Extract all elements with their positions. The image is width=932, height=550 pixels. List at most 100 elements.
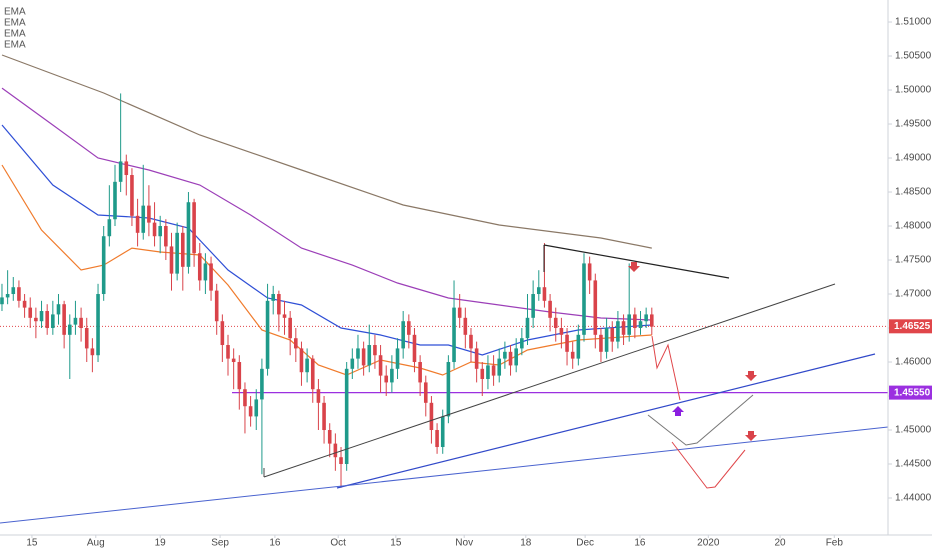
support-line: [263, 283, 836, 478]
candle-body: [587, 263, 592, 281]
x-tick-label: 15: [390, 538, 402, 549]
candle-body: [11, 287, 16, 295]
candle-body: [593, 280, 598, 335]
candle-body: [491, 365, 496, 376]
candle-body: [599, 334, 603, 352]
candle-body: [147, 205, 151, 223]
candle-body: [440, 416, 445, 448]
price-label-box: [889, 385, 932, 400]
y-tick-label: 1.44500: [895, 459, 932, 470]
x-tick-label: 15: [26, 538, 38, 549]
candle-body: [570, 351, 575, 359]
candle-body: [384, 375, 389, 383]
candle-body: [627, 314, 632, 335]
candle-body: [254, 399, 259, 417]
candle-body: [118, 161, 123, 182]
x-tick-label: 16: [634, 538, 646, 549]
price-label-box: [889, 319, 932, 334]
candle-body: [486, 365, 490, 380]
legend-entry: EMA: [4, 18, 26, 29]
candle-body: [96, 294, 100, 356]
candle-body: [141, 205, 146, 233]
x-tick-label: Dec: [576, 538, 594, 549]
x-tick-label: 19: [155, 538, 167, 549]
legend-entry: EMA: [4, 40, 26, 51]
candle-body: [407, 321, 411, 335]
x-tick-label: Aug: [87, 538, 105, 549]
down-arrow: [628, 262, 640, 272]
candle-body: [305, 358, 309, 373]
x-tick-label: 16: [269, 538, 281, 549]
candle-body: [423, 382, 428, 403]
candle-body: [51, 314, 55, 329]
candle-body: [84, 328, 89, 349]
candle-body: [503, 351, 507, 359]
candle-body: [5, 294, 10, 298]
candle-body: [294, 338, 298, 349]
candle-body: [429, 402, 434, 431]
time-axis: [0, 535, 932, 550]
candle-body: [446, 362, 451, 417]
candle-body: [542, 287, 547, 301]
y-tick-label: 1.48000: [895, 221, 932, 232]
x-tick-label: 20: [775, 538, 787, 549]
y-tick-label: 1.50500: [895, 51, 932, 62]
candle-body: [644, 314, 648, 322]
price-axis: [888, 0, 932, 550]
candle-body: [243, 389, 247, 407]
candle-body: [474, 348, 479, 369]
candle-body: [101, 236, 106, 295]
candle-body: [350, 358, 355, 369]
candle-body: [17, 287, 21, 301]
candle-body: [463, 317, 468, 335]
down-arrow: [745, 371, 757, 381]
candle-body: [214, 290, 219, 322]
candle-body: [56, 304, 61, 315]
candle-body: [226, 345, 230, 359]
candle-body: [203, 263, 208, 281]
candle-body: [604, 328, 609, 352]
candle-body: [520, 338, 524, 349]
candle-body: [62, 304, 66, 335]
x-tick-label: Nov: [455, 538, 473, 549]
x-tick-label: 2020: [697, 538, 720, 549]
candle-body: [633, 314, 637, 329]
candle-body: [192, 202, 196, 254]
candle-body: [469, 334, 473, 349]
ema-line: [1, 164, 652, 376]
candle-body: [220, 321, 225, 346]
candle-body: [164, 226, 168, 247]
candle-body: [73, 317, 78, 325]
candle-body: [107, 219, 112, 237]
candle-body: [28, 307, 33, 318]
candle-body: [22, 300, 27, 308]
y-tick-label: 1.50000: [895, 85, 932, 96]
candle-body: [299, 348, 304, 373]
candle-body: [209, 263, 213, 291]
candle-body: [175, 232, 179, 274]
candle-body: [277, 294, 281, 315]
plot-area: [0, 54, 888, 488]
candle-body: [135, 215, 140, 233]
x-tick-label: Oct: [330, 538, 346, 549]
candle-body: [356, 348, 360, 359]
candle-body: [565, 334, 569, 352]
y-tick-label: 1.45000: [895, 425, 932, 436]
candle-body: [124, 161, 129, 176]
candle-body: [339, 457, 343, 465]
candle-body: [435, 430, 439, 448]
candle-body: [378, 355, 383, 376]
candle-body: [260, 368, 264, 400]
candle-body: [418, 362, 422, 383]
x-tick-label: 18: [520, 538, 532, 549]
candle-body: [390, 368, 394, 383]
candle-body: [271, 294, 276, 301]
drawings: [0, 244, 889, 524]
x-tick-label: Feb: [826, 538, 844, 549]
candle-body: [650, 314, 654, 327]
candle-body: [616, 321, 620, 342]
up-arrow: [672, 406, 684, 416]
